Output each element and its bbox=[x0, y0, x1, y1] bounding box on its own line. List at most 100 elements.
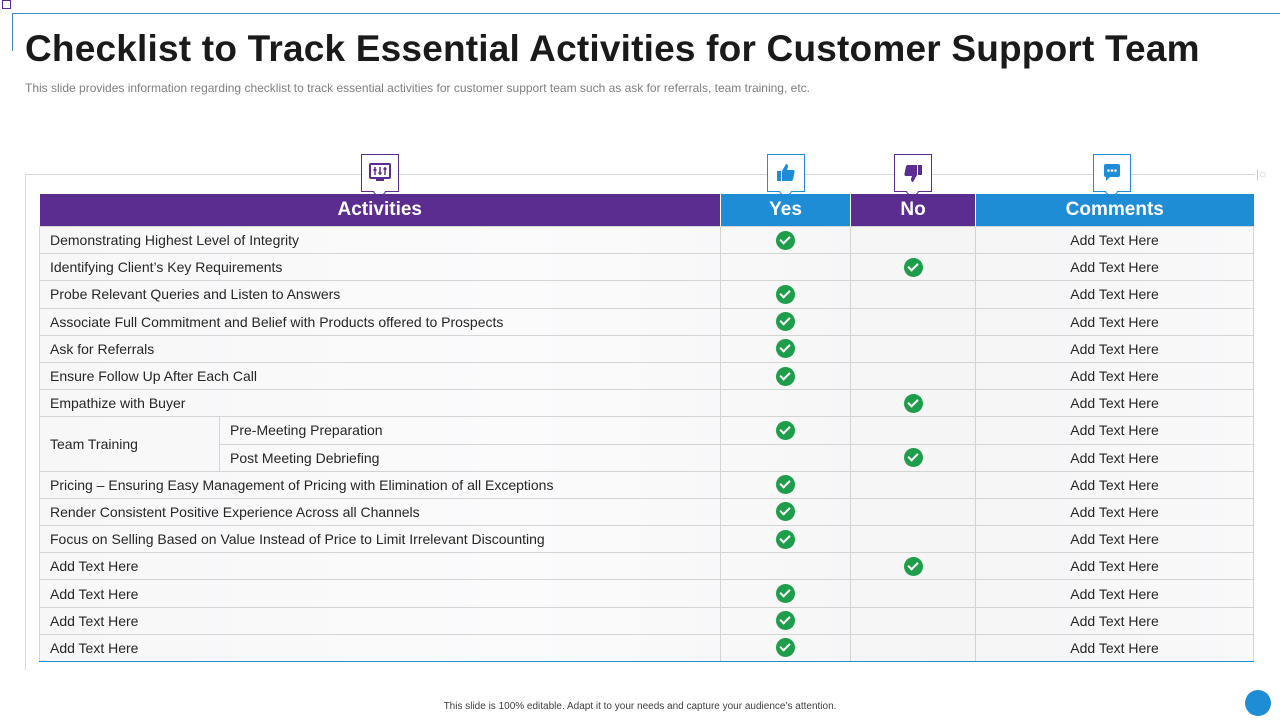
no-cell bbox=[850, 470, 977, 499]
check-icon bbox=[776, 312, 796, 332]
no-cell bbox=[850, 225, 977, 255]
comment-cell: Add Text Here bbox=[975, 280, 1255, 309]
yes-cell bbox=[720, 225, 852, 255]
yes-cell bbox=[720, 470, 852, 499]
yes-cell bbox=[720, 497, 852, 527]
no-cell bbox=[850, 253, 977, 282]
table-row: Render Consistent Positive Experience Ac… bbox=[38, 497, 1255, 527]
activity-cell: Identifying Client’s Key Requirements bbox=[38, 253, 722, 282]
top-rule bbox=[12, 13, 1280, 14]
activity-cell: Add Text Here bbox=[38, 579, 722, 608]
table-row: Add Text Here Add Text Here bbox=[38, 633, 1255, 663]
activity-cell: Add Text Here bbox=[38, 552, 722, 581]
yes-cell bbox=[720, 525, 852, 554]
yes-cell bbox=[720, 253, 852, 282]
yes-cell bbox=[720, 389, 852, 418]
footer-note: This slide is 100% editable. Adapt it to… bbox=[443, 701, 837, 712]
monitor-equalizer-icon bbox=[361, 154, 399, 192]
thumbs-down-icon bbox=[894, 154, 932, 192]
check-icon bbox=[776, 529, 796, 549]
no-cell bbox=[850, 389, 977, 418]
checklist-table: Activities Yes No Comments Demonstrating… bbox=[38, 194, 1255, 663]
no-cell bbox=[850, 633, 977, 663]
check-icon bbox=[903, 257, 923, 277]
page-subtitle: This slide provides information regardin… bbox=[25, 81, 810, 95]
check-icon bbox=[776, 502, 796, 522]
table-row: Add Text Here Add Text Here bbox=[38, 552, 1255, 581]
yes-cell bbox=[720, 416, 852, 445]
activity-cell: Render Consistent Positive Experience Ac… bbox=[38, 497, 722, 527]
activity-cell: Empathize with Buyer bbox=[38, 389, 722, 418]
activity-cell: Team Training bbox=[39, 416, 220, 472]
comment-cell: Add Text Here bbox=[975, 253, 1255, 282]
check-icon bbox=[776, 230, 796, 250]
no-cell bbox=[850, 334, 977, 363]
no-cell bbox=[850, 525, 977, 554]
check-icon bbox=[903, 556, 923, 576]
thumbs-up-icon bbox=[767, 154, 805, 192]
table-row: Identifying Client’s Key Requirements Add… bbox=[38, 253, 1255, 282]
table-row: Focus on Selling Based on Value Instead … bbox=[38, 525, 1255, 554]
no-cell bbox=[850, 307, 977, 336]
table-row: Add Text Here Add Text Here bbox=[38, 579, 1255, 608]
comment-cell: Add Text Here bbox=[975, 416, 1255, 445]
sub-activity-cell: Pre-Meeting Preparation bbox=[218, 416, 722, 445]
no-cell bbox=[850, 497, 977, 527]
comment-cell: Add Text Here bbox=[975, 334, 1255, 363]
table-row: Ask for Referrals Add Text Here bbox=[38, 334, 1255, 363]
header-yes: Yes bbox=[720, 194, 851, 227]
comment-cell: Add Text Here bbox=[975, 361, 1255, 391]
table-row: Demonstrating Highest Level of Integrity… bbox=[38, 225, 1255, 255]
yes-cell bbox=[720, 307, 852, 336]
no-cell bbox=[850, 416, 977, 445]
no-cell bbox=[850, 606, 977, 635]
yes-cell bbox=[720, 280, 852, 309]
page-marker-dot bbox=[1245, 690, 1271, 716]
yes-cell bbox=[720, 334, 852, 363]
check-icon bbox=[903, 448, 923, 468]
no-cell bbox=[850, 280, 977, 309]
activity-cell: Add Text Here bbox=[38, 633, 722, 663]
header-comments: Comments bbox=[975, 194, 1254, 227]
table-row: Team Training Pre-Meeting Preparation Add … bbox=[39, 416, 1255, 472]
no-cell bbox=[850, 443, 977, 472]
no-cell bbox=[850, 552, 977, 581]
activity-cell: Demonstrating Highest Level of Integrity bbox=[38, 225, 722, 255]
check-icon bbox=[903, 393, 923, 413]
check-icon bbox=[776, 284, 796, 304]
check-icon bbox=[776, 475, 796, 495]
table-row: Ensure Follow Up After Each Call Add Text… bbox=[38, 361, 1255, 391]
table-row: Post Meeting Debriefing Add Text Here bbox=[40, 443, 1255, 472]
check-icon bbox=[776, 584, 796, 604]
frame-end-cap-icon: |○ bbox=[1256, 167, 1267, 181]
comment-cell: Add Text Here bbox=[975, 470, 1255, 499]
activity-cell: Ask for Referrals bbox=[38, 334, 722, 363]
table-header-row: Activities Yes No Comments bbox=[39, 194, 1254, 227]
comment-cell: Add Text Here bbox=[975, 225, 1255, 255]
comment-cell: Add Text Here bbox=[975, 497, 1255, 527]
comment-cell: Add Text Here bbox=[975, 633, 1255, 663]
check-icon bbox=[776, 611, 796, 631]
no-cell bbox=[850, 579, 977, 608]
yes-cell bbox=[720, 552, 852, 581]
check-icon bbox=[776, 339, 796, 359]
yes-cell bbox=[720, 361, 852, 391]
check-icon bbox=[776, 638, 796, 658]
no-cell bbox=[850, 361, 977, 391]
corner-square-decoration bbox=[2, 0, 11, 9]
yes-cell bbox=[720, 633, 852, 663]
activity-cell: Add Text Here bbox=[38, 606, 722, 635]
frame-left-line bbox=[25, 174, 26, 670]
header-activities: Activities bbox=[39, 194, 721, 227]
comment-cell: Add Text Here bbox=[975, 552, 1255, 581]
check-icon bbox=[776, 420, 796, 440]
sub-activity-cell: Post Meeting Debriefing bbox=[218, 443, 722, 472]
table-row: Associate Full Commitment and Belief wit… bbox=[38, 307, 1255, 336]
table-row: Empathize with Buyer Add Text Here bbox=[38, 389, 1255, 418]
frame-top-line bbox=[25, 174, 1255, 175]
comment-cell: Add Text Here bbox=[975, 307, 1255, 336]
table-row: Add Text Here Add Text Here bbox=[38, 606, 1255, 635]
table-row: Probe Relevant Queries and Listen to Ans… bbox=[38, 280, 1255, 309]
comment-cell: Add Text Here bbox=[975, 443, 1255, 472]
chat-bubble-icon bbox=[1093, 154, 1131, 192]
